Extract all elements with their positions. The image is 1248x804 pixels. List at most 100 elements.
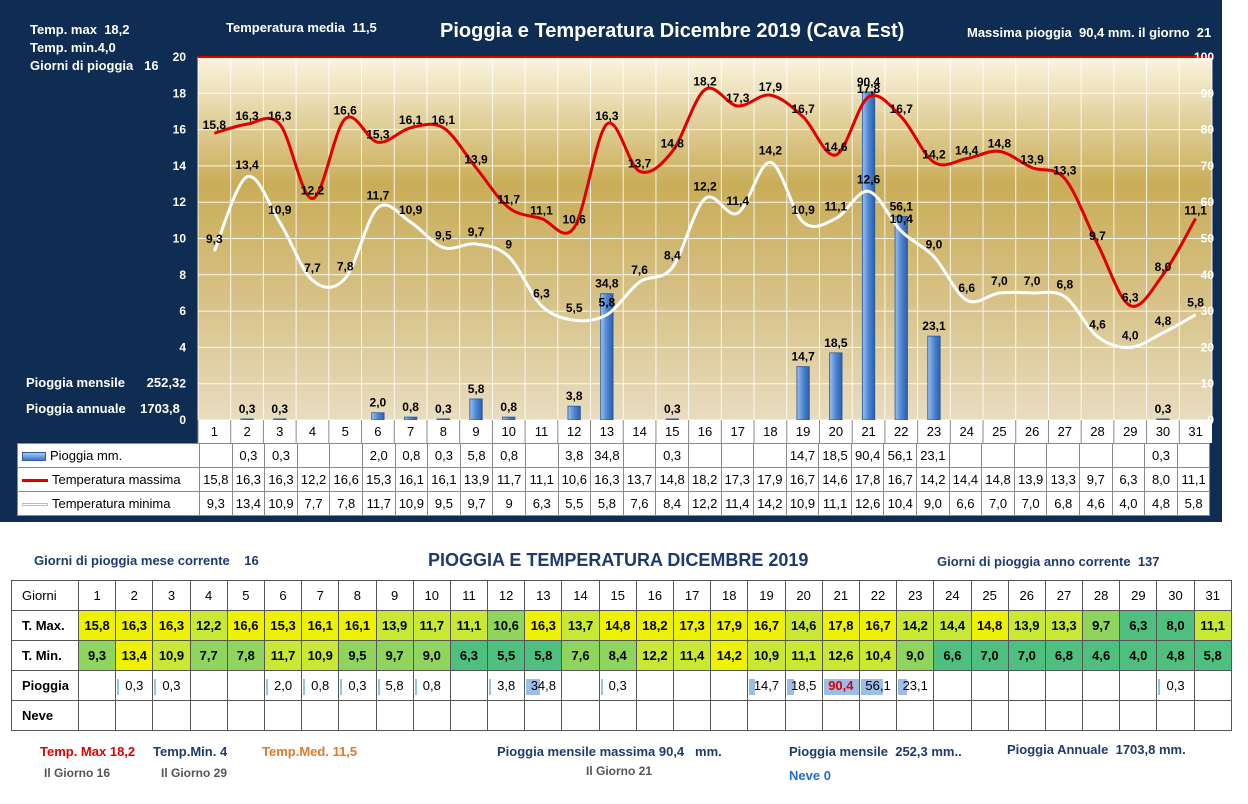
rain-databar bbox=[489, 679, 492, 695]
footer-snow: Neve 0 bbox=[789, 768, 831, 783]
day-header-cell: 5 bbox=[226, 580, 265, 611]
tmin-data-label: 11,4 bbox=[726, 194, 749, 208]
rain-databar bbox=[117, 679, 120, 695]
x-tick-label: 19 bbox=[796, 424, 810, 439]
tmin-data-label: 7,0 bbox=[991, 274, 1008, 288]
rain-cell-value: 14,7 bbox=[753, 678, 780, 693]
tmax-cell: 16,7 bbox=[858, 610, 898, 641]
tmax-data-label: 11,7 bbox=[497, 193, 520, 207]
rain-cell-value: 0,3 bbox=[162, 678, 181, 693]
rain-bar bbox=[371, 412, 385, 421]
y-left-tick-label: 10 bbox=[173, 232, 187, 246]
legend-value-cell: 0,3 bbox=[264, 443, 298, 468]
legend-value-cell: 10,9 bbox=[394, 491, 429, 516]
tmin-data-label: 10,9 bbox=[791, 203, 815, 217]
day-header-cell: 10 bbox=[412, 580, 451, 611]
row-days: Giorni 1 2 3 4 5 6 7 8 9 10 11 12 13 14 15 16 17 18 19 20 21 2… bbox=[11, 580, 1232, 611]
rain-cell bbox=[970, 670, 1009, 701]
legend-value-cell: 56,1 bbox=[883, 443, 918, 468]
tmin-data-label: 6,8 bbox=[1056, 278, 1073, 292]
legend-value-cell: 11,7 bbox=[361, 491, 396, 516]
table-title: PIOGGIA E TEMPERATURA DICEMBRE 2019 bbox=[428, 550, 809, 570]
row-snow: Neve bbox=[11, 700, 1232, 731]
tmin-cell: 4,8 bbox=[1156, 640, 1195, 671]
rain-cell bbox=[561, 670, 600, 701]
rain-data-label: 56,1 bbox=[890, 199, 914, 213]
monthly-rain-summary: Pioggia mensile 252,3 bbox=[26, 375, 180, 390]
rain-databar bbox=[600, 679, 603, 695]
tmin-data-label: 6,6 bbox=[958, 281, 975, 295]
footer-annual-rain: Pioggia Annuale 1703,8 mm. bbox=[1007, 742, 1186, 757]
legend-value-cell: 9 bbox=[492, 491, 526, 516]
legend-value-cell: 17,3 bbox=[720, 467, 755, 492]
tmax-data-label: 16,7 bbox=[890, 102, 914, 116]
tmax-data-label: 16,3 bbox=[235, 109, 259, 123]
y-right-tick-label: 100 bbox=[1194, 50, 1214, 64]
legend-value-cell: 17,9 bbox=[753, 467, 787, 492]
legend-value-cell: 15,8 bbox=[199, 467, 233, 492]
legend-value-cell: 16,3 bbox=[231, 467, 266, 492]
temp-max-summary: Temp. max 18,2 bbox=[30, 22, 130, 37]
tmin-data-label: 7,0 bbox=[1024, 274, 1041, 288]
snow-cell bbox=[1193, 700, 1232, 731]
rain-data-label: 0,3 bbox=[271, 402, 288, 416]
legend-value-cell bbox=[981, 443, 1015, 468]
annual-rain-summary: Pioggia annuale 1703,8 bbox=[26, 401, 180, 416]
legend-value-cell: 14,2 bbox=[916, 467, 950, 492]
day-header-cell: 6 bbox=[263, 580, 303, 611]
x-tick-label: 21 bbox=[861, 424, 875, 439]
tmax-data-label: 16,1 bbox=[432, 113, 456, 127]
rain-bar bbox=[829, 352, 843, 421]
legend-value-cell: 14,8 bbox=[981, 467, 1015, 492]
tmin-cell: 7,8 bbox=[226, 640, 265, 671]
snow-cell bbox=[152, 700, 191, 731]
rain-databar bbox=[414, 679, 417, 695]
snow-cell bbox=[375, 700, 414, 731]
tmax-data-label: 13,7 bbox=[628, 156, 652, 170]
tmin-cell: 9,7 bbox=[375, 640, 414, 671]
legend-value-cell: 5,8 bbox=[1176, 491, 1211, 516]
legend-value-cell: 90,4 bbox=[850, 443, 885, 468]
row-label-days: Giorni bbox=[11, 580, 79, 611]
tmin-data-label: 11,7 bbox=[367, 189, 390, 203]
rain-cell-value: 2,0 bbox=[273, 678, 293, 693]
day-header-cell: 29 bbox=[1119, 580, 1158, 611]
rain-bar bbox=[567, 405, 581, 421]
tmin-data-label: 7,6 bbox=[631, 263, 648, 277]
day-header-cell: 1 bbox=[77, 580, 117, 611]
tmax-cell: 14,6 bbox=[784, 610, 823, 641]
tmin-cell: 9,0 bbox=[896, 640, 935, 671]
snow-cell bbox=[598, 700, 637, 731]
day-header-cell: 20 bbox=[784, 580, 823, 611]
tmax-cell: 17,3 bbox=[672, 610, 712, 641]
rain-databar bbox=[860, 679, 883, 695]
tmax-cell: 10,6 bbox=[487, 610, 526, 641]
tmax-cell: 16,1 bbox=[301, 610, 340, 641]
rain-data-label: 23,1 bbox=[922, 319, 946, 333]
tmin-cell: 13,4 bbox=[115, 640, 154, 671]
rain-databar bbox=[749, 679, 756, 695]
rain-swatch bbox=[22, 452, 46, 462]
x-tick-label: 22 bbox=[894, 424, 908, 439]
legend-value-cell: 7,7 bbox=[296, 491, 331, 516]
footer-max-rain-day: Il Giorno 21 bbox=[586, 764, 653, 778]
legend-value-cell bbox=[753, 443, 787, 468]
tmax-data-label: 17,9 bbox=[759, 80, 783, 94]
rain-bar bbox=[796, 366, 810, 421]
x-tick-label: 11 bbox=[535, 424, 549, 439]
tmin-cell: 10,4 bbox=[858, 640, 898, 671]
legend-value-cell: 12,2 bbox=[687, 491, 722, 516]
y-right-tick-label: 10 bbox=[1201, 377, 1215, 391]
row-label-snow: Neve bbox=[11, 700, 79, 731]
rain-cell-value: 0,3 bbox=[1166, 678, 1185, 693]
y-right-tick-label: 20 bbox=[1201, 340, 1215, 354]
y-left-tick-label: 2 bbox=[179, 377, 186, 391]
legend-value-cell: 3,8 bbox=[557, 443, 592, 468]
x-tick-label: 16 bbox=[698, 424, 712, 439]
legend-value-cell: 4,8 bbox=[1144, 491, 1178, 516]
x-tick-label: 17 bbox=[730, 424, 744, 439]
tmin-cell: 9,3 bbox=[77, 640, 117, 671]
tmax-data-label: 11,1 bbox=[530, 204, 553, 218]
day-header-cell: 11 bbox=[449, 580, 489, 611]
legend-value-cell: 10,6 bbox=[557, 467, 592, 492]
